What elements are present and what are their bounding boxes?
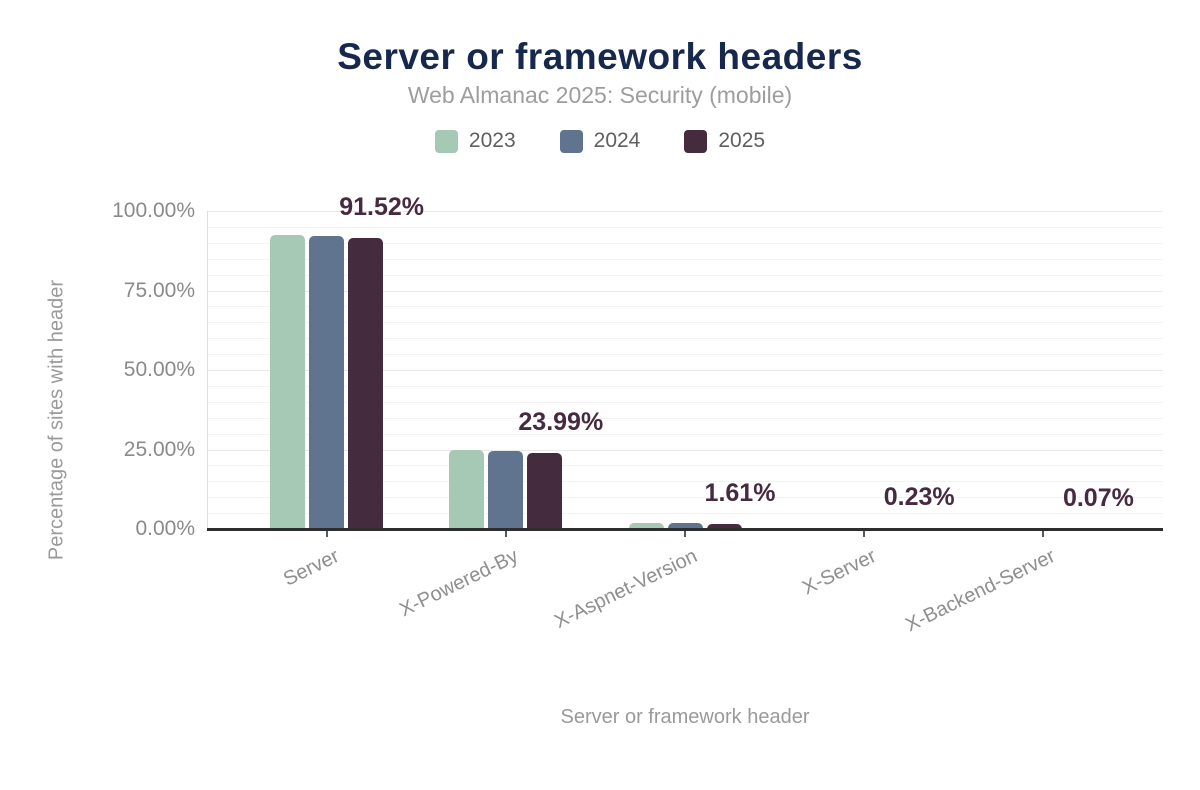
legend-item-2024[interactable]: 2024	[559, 129, 641, 153]
minor-gridline	[207, 417, 1163, 419]
x-axis-line	[207, 528, 1163, 531]
value-label-x-backend-server: 0.07%	[1062, 483, 1134, 512]
x-category-label-server: Server	[279, 545, 343, 591]
y-tick-label-0.00%: 0.00%	[135, 517, 195, 540]
minor-gridline	[207, 306, 1163, 308]
legend-label-2025: 2025	[718, 129, 766, 152]
minor-gridline	[207, 242, 1163, 244]
major-gridline	[207, 370, 1163, 371]
y-axis-line	[207, 211, 208, 529]
minor-gridline	[207, 481, 1163, 483]
legend-label-2024: 2024	[593, 129, 641, 152]
minor-gridline	[207, 401, 1163, 403]
bar-2025-x-powered-by[interactable]	[527, 452, 563, 529]
minor-gridline	[207, 465, 1163, 467]
bar-2023-x-aspnet-version[interactable]	[628, 522, 664, 529]
minor-gridline	[207, 354, 1163, 356]
chart-subtitle: Web Almanac 2025: Security (mobile)	[407, 82, 793, 108]
x-category-label-x-backend-server: X-Backend-Server	[902, 545, 1060, 637]
x-tick-mark	[325, 531, 328, 537]
x-axis-title: Server or framework header	[560, 706, 810, 728]
value-label-x-server: 0.23%	[883, 483, 955, 512]
legend-swatch-2024	[559, 129, 583, 153]
bar-2023-server[interactable]	[270, 234, 306, 529]
x-category-label-x-powered-by: X-Powered-By	[395, 545, 522, 622]
major-gridline	[207, 211, 1163, 212]
legend: 2023 2024 2025	[0, 129, 1200, 153]
bar-2024-x-powered-by[interactable]	[488, 451, 524, 529]
legend-label-2023: 2023	[468, 129, 516, 152]
x-tick-mark	[684, 531, 686, 537]
minor-gridline	[207, 258, 1163, 260]
legend-swatch-2023	[434, 129, 458, 153]
minor-gridline	[207, 385, 1163, 387]
y-axis-title: Percentage of sites with header	[45, 279, 68, 561]
minor-gridline	[207, 226, 1163, 228]
major-gridline	[207, 290, 1163, 292]
bar-2024-server[interactable]	[309, 236, 345, 529]
legend-item-2023[interactable]: 2023	[434, 129, 516, 153]
y-tick-label-50.00%: 50.00%	[123, 358, 195, 381]
bar-2025-x-aspnet-version[interactable]	[706, 523, 742, 529]
legend-item-2025[interactable]: 2025	[684, 129, 765, 153]
minor-gridline	[207, 497, 1163, 499]
value-label-x-aspnet-version: 1.61%	[704, 478, 776, 507]
major-gridline	[207, 449, 1163, 451]
value-label-x-powered-by: 23.99%	[518, 407, 604, 436]
minor-gridline	[207, 513, 1163, 515]
x-tick-mark	[504, 531, 507, 537]
x-tick-mark	[1042, 531, 1045, 537]
y-tick-label-25.00%: 25.00%	[123, 437, 195, 461]
y-tick-label-75.00%: 75.00%	[123, 278, 195, 302]
x-category-label-x-server: X-Server	[799, 545, 880, 600]
minor-gridline	[207, 338, 1163, 340]
y-tick-label-100.00%: 100.00%	[112, 199, 195, 222]
x-category-label-x-aspnet-version: X-Aspnet-Version	[551, 545, 701, 634]
bar-2024-x-aspnet-version[interactable]	[667, 523, 703, 529]
minor-gridline	[207, 274, 1163, 276]
x-tick-mark	[863, 531, 866, 537]
bar-2023-x-powered-by[interactable]	[449, 449, 485, 529]
bar-2025-server[interactable]	[348, 237, 384, 529]
value-label-server: 91.52%	[339, 192, 424, 221]
minor-gridline	[207, 433, 1163, 435]
legend-swatch-2025	[684, 129, 708, 153]
minor-gridline	[207, 322, 1163, 324]
chart-title: Server or framework headers	[337, 36, 863, 77]
